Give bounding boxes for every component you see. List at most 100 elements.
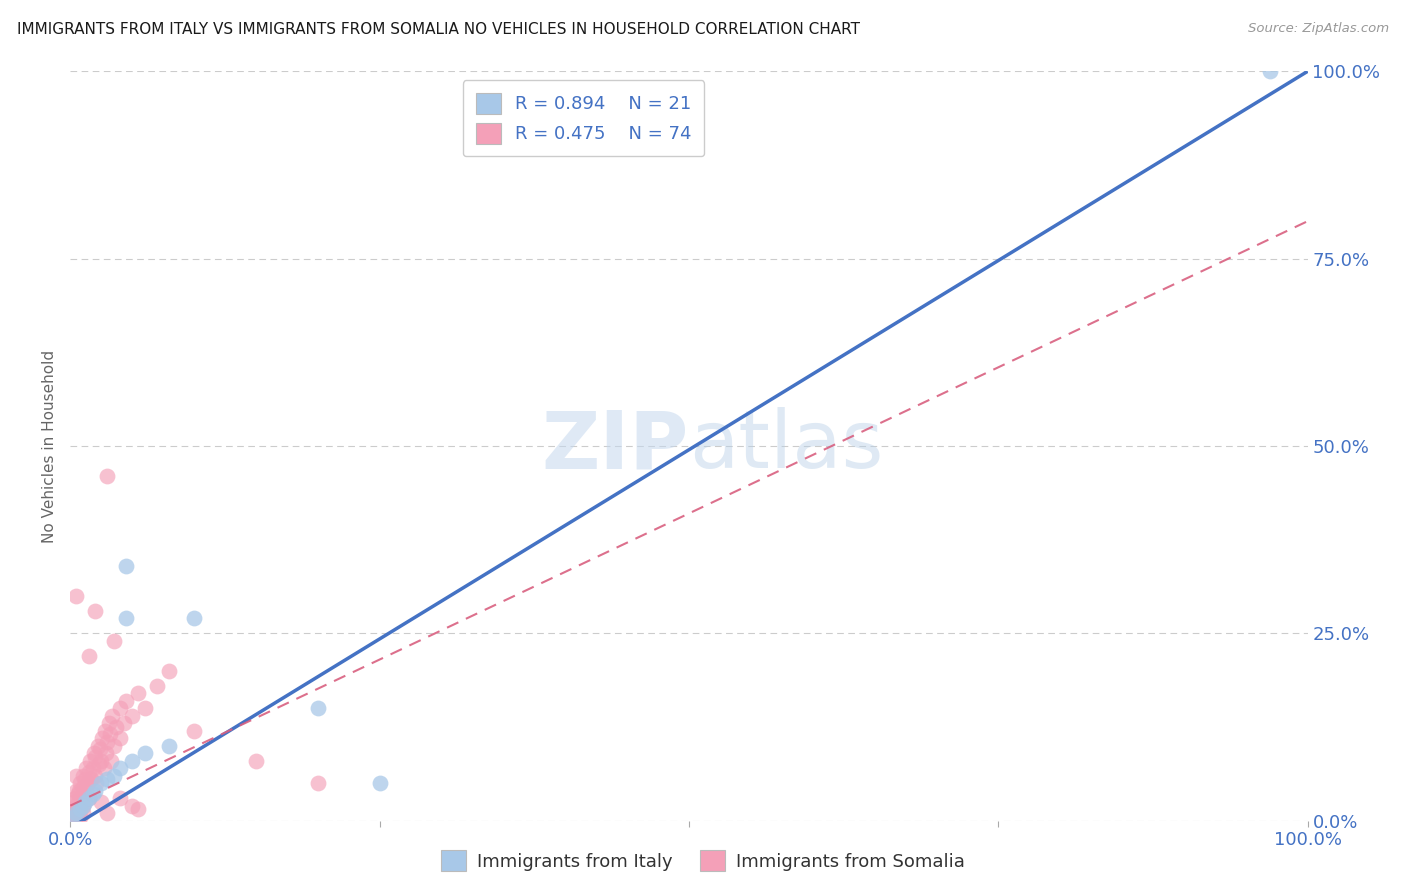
Point	[368, 776, 391, 790]
Point	[134, 701, 156, 715]
Point	[69, 798, 91, 813]
Point	[83, 746, 105, 760]
Point	[66, 795, 89, 809]
Point	[63, 795, 86, 809]
Point	[69, 776, 91, 790]
Point	[82, 761, 104, 775]
Point	[82, 788, 104, 802]
Point	[112, 716, 135, 731]
Point	[103, 633, 125, 648]
Point	[75, 795, 97, 809]
Point	[100, 754, 122, 768]
Point	[115, 694, 138, 708]
Point	[76, 776, 98, 790]
Point	[96, 746, 118, 760]
Point	[69, 810, 91, 824]
Point	[127, 802, 149, 816]
Text: IMMIGRANTS FROM ITALY VS IMMIGRANTS FROM SOMALIA NO VEHICLES IN HOUSEHOLD CORREL: IMMIGRANTS FROM ITALY VS IMMIGRANTS FROM…	[17, 22, 860, 37]
Y-axis label: No Vehicles in Household: No Vehicles in Household	[42, 350, 58, 542]
Point	[98, 727, 121, 741]
Point	[79, 754, 101, 768]
Point	[84, 604, 107, 618]
Point	[65, 806, 87, 821]
Point	[65, 589, 87, 603]
Point	[90, 795, 112, 809]
Point	[66, 788, 89, 802]
Point	[96, 735, 118, 749]
Point	[77, 791, 100, 805]
Point	[75, 761, 97, 775]
Point	[121, 708, 143, 723]
Point	[65, 791, 87, 805]
Point	[84, 750, 107, 764]
Point	[91, 731, 114, 746]
Point	[103, 769, 125, 783]
Point	[307, 701, 329, 715]
Point	[96, 806, 118, 821]
Point	[121, 798, 143, 813]
Point	[72, 798, 94, 813]
Point	[77, 648, 100, 663]
Point	[127, 686, 149, 700]
Point	[245, 754, 267, 768]
Point	[90, 754, 112, 768]
Legend: Immigrants from Italy, Immigrants from Somalia: Immigrants from Italy, Immigrants from S…	[434, 843, 972, 879]
Point	[1260, 64, 1282, 78]
Point	[72, 769, 94, 783]
Point	[80, 772, 103, 787]
Point	[108, 791, 131, 805]
Text: Source: ZipAtlas.com: Source: ZipAtlas.com	[1249, 22, 1389, 36]
Point	[72, 798, 94, 813]
Point	[84, 769, 107, 783]
Point	[183, 611, 205, 625]
Point	[77, 791, 100, 805]
Point	[86, 739, 108, 753]
Point	[65, 769, 87, 783]
Point	[75, 783, 97, 797]
Point	[108, 731, 131, 746]
Point	[65, 798, 87, 813]
Point	[73, 788, 96, 802]
Point	[60, 811, 83, 825]
Point	[65, 783, 87, 797]
Point	[108, 761, 131, 775]
Point	[70, 791, 93, 805]
Point	[84, 776, 107, 790]
Point	[157, 739, 180, 753]
Point	[115, 611, 138, 625]
Point	[65, 806, 87, 821]
Point	[93, 761, 115, 775]
Point	[63, 802, 86, 816]
Point	[121, 754, 143, 768]
Point	[94, 723, 117, 738]
Point	[69, 802, 91, 816]
Point	[89, 742, 111, 756]
Point	[103, 739, 125, 753]
Point	[157, 664, 180, 678]
Point	[115, 558, 138, 573]
Point	[72, 780, 94, 794]
Point	[84, 783, 107, 797]
Point	[101, 708, 124, 723]
Point	[183, 723, 205, 738]
Point	[108, 701, 131, 715]
Point	[134, 746, 156, 760]
Point	[66, 802, 89, 816]
Point	[67, 806, 90, 821]
Text: ZIP: ZIP	[541, 407, 689, 485]
Point	[77, 764, 100, 779]
Point	[65, 810, 87, 824]
Point	[63, 810, 86, 824]
Point	[62, 807, 84, 822]
Text: atlas: atlas	[689, 407, 883, 485]
Point	[96, 469, 118, 483]
Point	[67, 783, 90, 797]
Point	[75, 772, 97, 787]
Point	[72, 806, 94, 821]
Point	[105, 720, 128, 734]
Point	[96, 772, 118, 787]
Point	[307, 776, 329, 790]
Point	[87, 757, 110, 772]
Legend: R = 0.894    N = 21, R = 0.475    N = 74: R = 0.894 N = 21, R = 0.475 N = 74	[463, 80, 704, 156]
Point	[146, 679, 169, 693]
